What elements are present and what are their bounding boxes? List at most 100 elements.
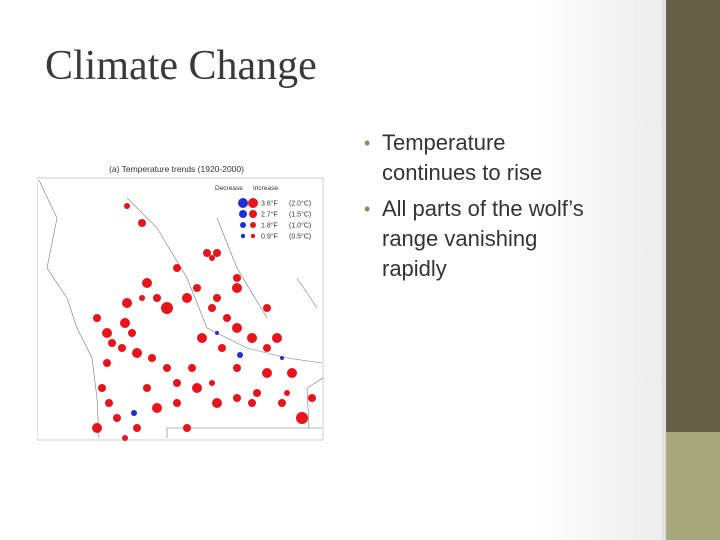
map-dot xyxy=(182,293,192,303)
map-dot xyxy=(209,255,215,261)
map-dot xyxy=(218,344,226,352)
bullet-line: All parts of the wolf’s xyxy=(382,196,584,221)
bullet-item: • All parts of the wolf’s range vanishing r… xyxy=(364,194,584,284)
bullet-list: • Temperature continues to rise • All parts … xyxy=(364,128,584,290)
legend-f: 3.6°F xyxy=(261,200,278,208)
bullet-marker: • xyxy=(364,199,371,219)
legend-increase-dot xyxy=(249,210,257,218)
bullet-line: range vanishing xyxy=(382,226,538,251)
map-borders xyxy=(38,179,324,439)
map-dot xyxy=(247,333,257,343)
map-dot xyxy=(278,399,286,407)
legend-increase-dot xyxy=(250,233,256,239)
legend-c: (1.5°C) xyxy=(289,211,311,219)
map-dot xyxy=(131,410,137,416)
map-title: (a) Temperature trends (1920-2000) xyxy=(109,164,244,174)
map-dot xyxy=(296,412,308,424)
bullet-marker: • xyxy=(364,133,371,153)
legend-c: (1.0°C) xyxy=(289,222,311,230)
bullet-line: Temperature xyxy=(382,130,506,155)
map-dot xyxy=(143,384,151,392)
legend-c: (2.0°C) xyxy=(289,200,311,208)
map-dot xyxy=(287,368,297,378)
map-dot xyxy=(138,219,146,227)
map-dot xyxy=(173,264,181,272)
map-dot xyxy=(233,274,241,282)
side-band-accent xyxy=(666,432,720,540)
map-dot xyxy=(132,348,142,358)
map-dot xyxy=(233,364,241,372)
map-dot xyxy=(215,331,219,335)
map-dot xyxy=(212,398,222,408)
map-dot xyxy=(142,278,152,288)
legend-decrease-dot xyxy=(239,210,247,218)
slide-title: Climate Change xyxy=(45,43,317,89)
map-dot xyxy=(124,203,130,209)
map-dot xyxy=(208,304,216,312)
map-dot xyxy=(139,295,145,301)
map-dot xyxy=(153,294,161,302)
map-dot xyxy=(98,384,106,392)
map-dot xyxy=(103,359,111,367)
map-dot xyxy=(93,314,101,322)
map-dot xyxy=(92,423,102,433)
side-band xyxy=(666,0,720,432)
legend: 3.6°F (2.0°C) 2.7°F (1.5°C) 1.8°F (1.0°C) 0.9°… xyxy=(238,198,311,241)
map-dot xyxy=(118,344,126,352)
map-dot xyxy=(192,383,202,393)
map-dot xyxy=(122,298,132,308)
bullet-item: • Temperature continues to rise xyxy=(364,128,584,188)
bullet-line: rapidly xyxy=(382,256,447,281)
map-dot xyxy=(308,394,316,402)
map-dot xyxy=(148,354,156,362)
slide-edge xyxy=(662,0,666,540)
map-dot xyxy=(223,314,231,322)
map-dot xyxy=(248,399,256,407)
map-dot xyxy=(105,399,113,407)
map-dot xyxy=(262,368,272,378)
map-dot xyxy=(183,424,191,432)
map-dot xyxy=(193,284,201,292)
map-dot xyxy=(173,399,181,407)
map-dot xyxy=(213,249,221,257)
legend-increase: Increase xyxy=(253,185,278,192)
map-dot xyxy=(280,356,284,360)
map-dot xyxy=(272,333,282,343)
legend-f: 0.9°F xyxy=(261,233,278,241)
map-dot xyxy=(173,379,181,387)
map-dot xyxy=(232,283,242,293)
map-dot xyxy=(122,435,128,441)
bullet-line: continues to rise xyxy=(382,160,543,185)
legend-c: (0.5°C) xyxy=(289,233,311,241)
map-dot xyxy=(102,328,112,338)
map-dot xyxy=(161,302,173,314)
legend-decrease: Decrease xyxy=(215,185,243,192)
legend-decrease-dot xyxy=(240,233,246,239)
map-dot xyxy=(120,318,130,328)
map-dot xyxy=(237,352,243,358)
map-dot xyxy=(213,294,221,302)
map-dot xyxy=(163,364,171,372)
map-dot xyxy=(203,249,211,257)
legend-increase-dot xyxy=(250,222,256,228)
legend-f: 2.7°F xyxy=(261,211,278,219)
map-dot xyxy=(108,339,116,347)
map-dot xyxy=(263,304,271,312)
legend-f: 1.8°F xyxy=(261,222,278,230)
map-dot xyxy=(133,424,141,432)
map-dot xyxy=(232,323,242,333)
map-dot xyxy=(284,390,290,396)
map-dot xyxy=(188,364,196,372)
map-dot xyxy=(263,344,271,352)
map-dot xyxy=(113,414,121,422)
map-dot xyxy=(152,403,162,413)
map-dot xyxy=(128,329,136,337)
map-figure: (a) Temperature trends (1920-2000) Decre… xyxy=(37,164,324,441)
map-frame xyxy=(37,177,324,441)
legend-increase-dot xyxy=(248,198,258,208)
map-dot xyxy=(253,389,261,397)
map-dot xyxy=(197,333,207,343)
legend-decrease-dot xyxy=(240,222,246,228)
legend-decrease-dot xyxy=(238,198,248,208)
